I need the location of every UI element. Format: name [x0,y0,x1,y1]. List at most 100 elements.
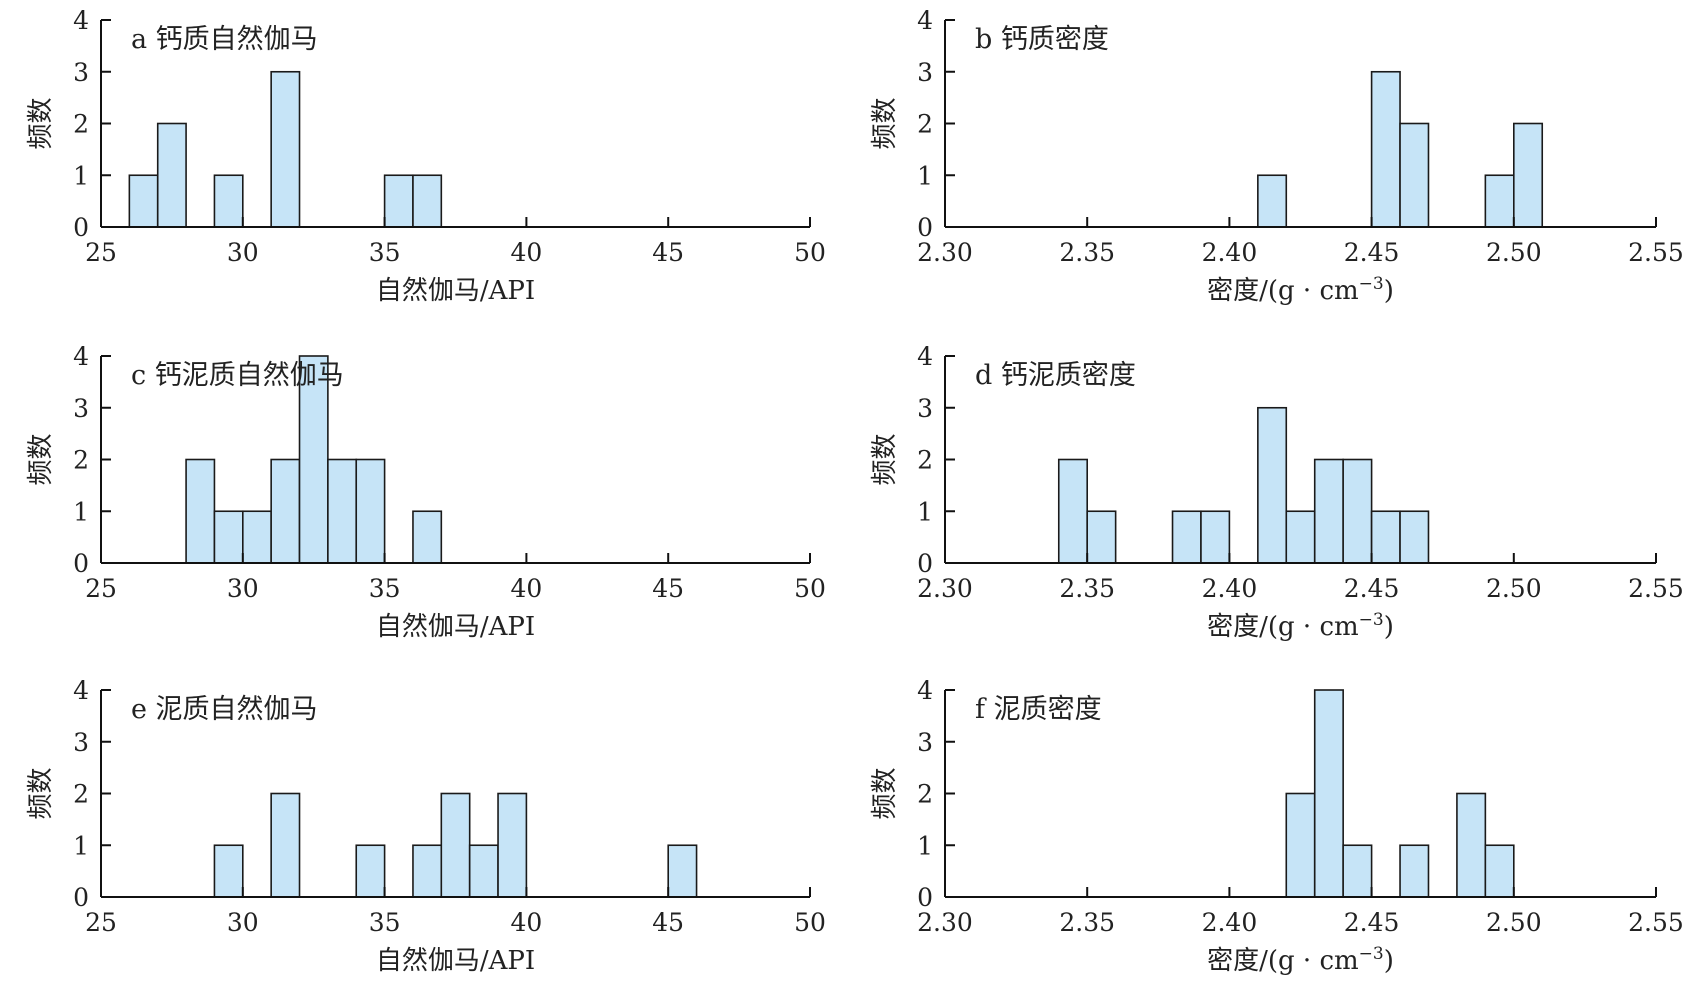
y-tick-label: 2 [917,110,933,139]
histogram-bar [1456,792,1487,898]
x-tick-label: 2.35 [1059,908,1115,937]
x-tick-label: 2.40 [1202,908,1258,937]
y-tick-label: 2 [917,446,933,475]
y-tick-label: 4 [917,6,933,35]
panel-title: b 钙质密度 [975,24,1109,55]
y-tick-label: 1 [73,831,89,860]
histogram-bar [1342,844,1373,898]
chart-panel-4: 0 1 2 3 4 2.30 2.35 2.40 2.45 2.50 2.55 d 钙泥质密度密度/(… [870,342,1684,642]
x-tick-label: 45 [652,574,684,603]
histogram-bar [1399,122,1430,228]
histogram-bar [1285,510,1316,564]
y-tick-label: 0 [917,549,933,578]
y-tick-label: 1 [73,161,89,190]
x-axis-label: 自然伽马/API [376,946,535,976]
y-axis-label: 频数 [870,767,900,819]
x-tick-label: 2.45 [1344,238,1400,267]
histogram-bar [1370,70,1401,228]
y-tick-label: 0 [917,883,933,912]
y-axis-label: 频数 [26,767,56,819]
histogram-bar [355,458,386,564]
x-axis-label: 自然伽马/API [376,276,535,306]
y-tick-label: 0 [73,549,89,578]
histogram-bar [1200,510,1231,564]
y-tick-label: 4 [73,342,89,371]
x-axis-label-superscript: −3 [1359,274,1384,294]
histogram-bar [412,174,443,228]
histogram-bar [1484,844,1515,898]
x-axis-label-suffix: ) [1384,612,1394,642]
x-tick-label: 40 [510,238,542,267]
histogram-bar [270,70,301,228]
x-axis-label: 自然伽马/API [376,612,535,642]
histogram-bar [1513,122,1544,228]
x-tick-label: 45 [652,238,684,267]
histogram-bar [156,122,187,228]
x-tick-label: 2.55 [1628,908,1684,937]
y-axis-label: 频数 [870,433,900,485]
chart-panel-2: 0 1 2 3 4 2.30 2.35 2.40 2.45 2.50 2.55 b 钙质密度密度/(g… [870,6,1684,306]
x-tick-label: 2.45 [1344,908,1400,937]
histogram-bar [213,174,244,228]
x-tick-label: 35 [369,238,401,267]
x-tick-label: 25 [85,908,117,937]
x-tick-label: 2.30 [917,238,973,267]
x-tick-label: 2.55 [1628,574,1684,603]
x-tick-label: 2.40 [1202,574,1258,603]
histogram-bar [1086,510,1117,564]
histogram-bar [242,510,272,564]
histogram-bar [1313,689,1344,898]
x-tick-label: 50 [794,908,826,937]
histogram-bar [213,510,244,564]
histogram-bar [185,458,216,564]
y-tick-label: 2 [917,780,933,809]
y-tick-label: 2 [73,780,89,809]
x-tick-label: 2.35 [1059,238,1115,267]
panel-title: e 泥质自然伽马 [131,694,318,725]
y-tick-label: 3 [917,394,933,423]
panel-title: d 钙泥质密度 [975,360,1136,391]
x-tick-label: 35 [369,574,401,603]
x-axis-label-superscript: −3 [1359,944,1384,964]
x-axis-label-suffix: ) [1384,276,1394,306]
y-tick-label: 1 [917,497,933,526]
histogram-bar [1484,174,1515,228]
histogram-bar [128,174,159,228]
y-tick-label: 3 [73,728,89,757]
histogram-bar [270,458,301,564]
x-tick-label: 45 [652,908,684,937]
histogram-bar [497,792,528,898]
x-tick-label: 2.30 [917,908,973,937]
histogram-bar [1057,458,1089,564]
x-tick-label: 2.50 [1486,908,1542,937]
y-tick-label: 3 [73,394,89,423]
histogram-bar [270,792,301,898]
histogram-bar [412,510,443,564]
histogram-bar [1171,510,1202,564]
x-tick-label: 25 [85,238,117,267]
histogram-bar [440,792,471,898]
histogram-bar [1313,458,1344,564]
histogram-bar [1342,458,1373,564]
x-tick-label: 30 [227,574,259,603]
x-tick-label: 30 [227,908,259,937]
histogram-bar [383,174,414,228]
histogram-bar [355,844,386,898]
histogram-bar [667,844,698,898]
panel-title: c 钙泥质自然伽马 [131,360,344,391]
y-tick-label: 3 [917,58,933,87]
histogram-bar [468,844,499,898]
x-tick-label: 50 [794,574,826,603]
x-tick-label: 2.55 [1628,238,1684,267]
x-tick-label: 2.35 [1059,574,1115,603]
panel-title: a 钙质自然伽马 [131,24,318,55]
y-tick-label: 1 [73,497,89,526]
x-tick-label: 2.30 [917,574,973,603]
x-axis-label: 密度/(g · cm−3) [1207,274,1394,306]
x-tick-label: 40 [510,574,542,603]
x-tick-label: 25 [85,574,117,603]
histogram-bar [412,844,443,898]
